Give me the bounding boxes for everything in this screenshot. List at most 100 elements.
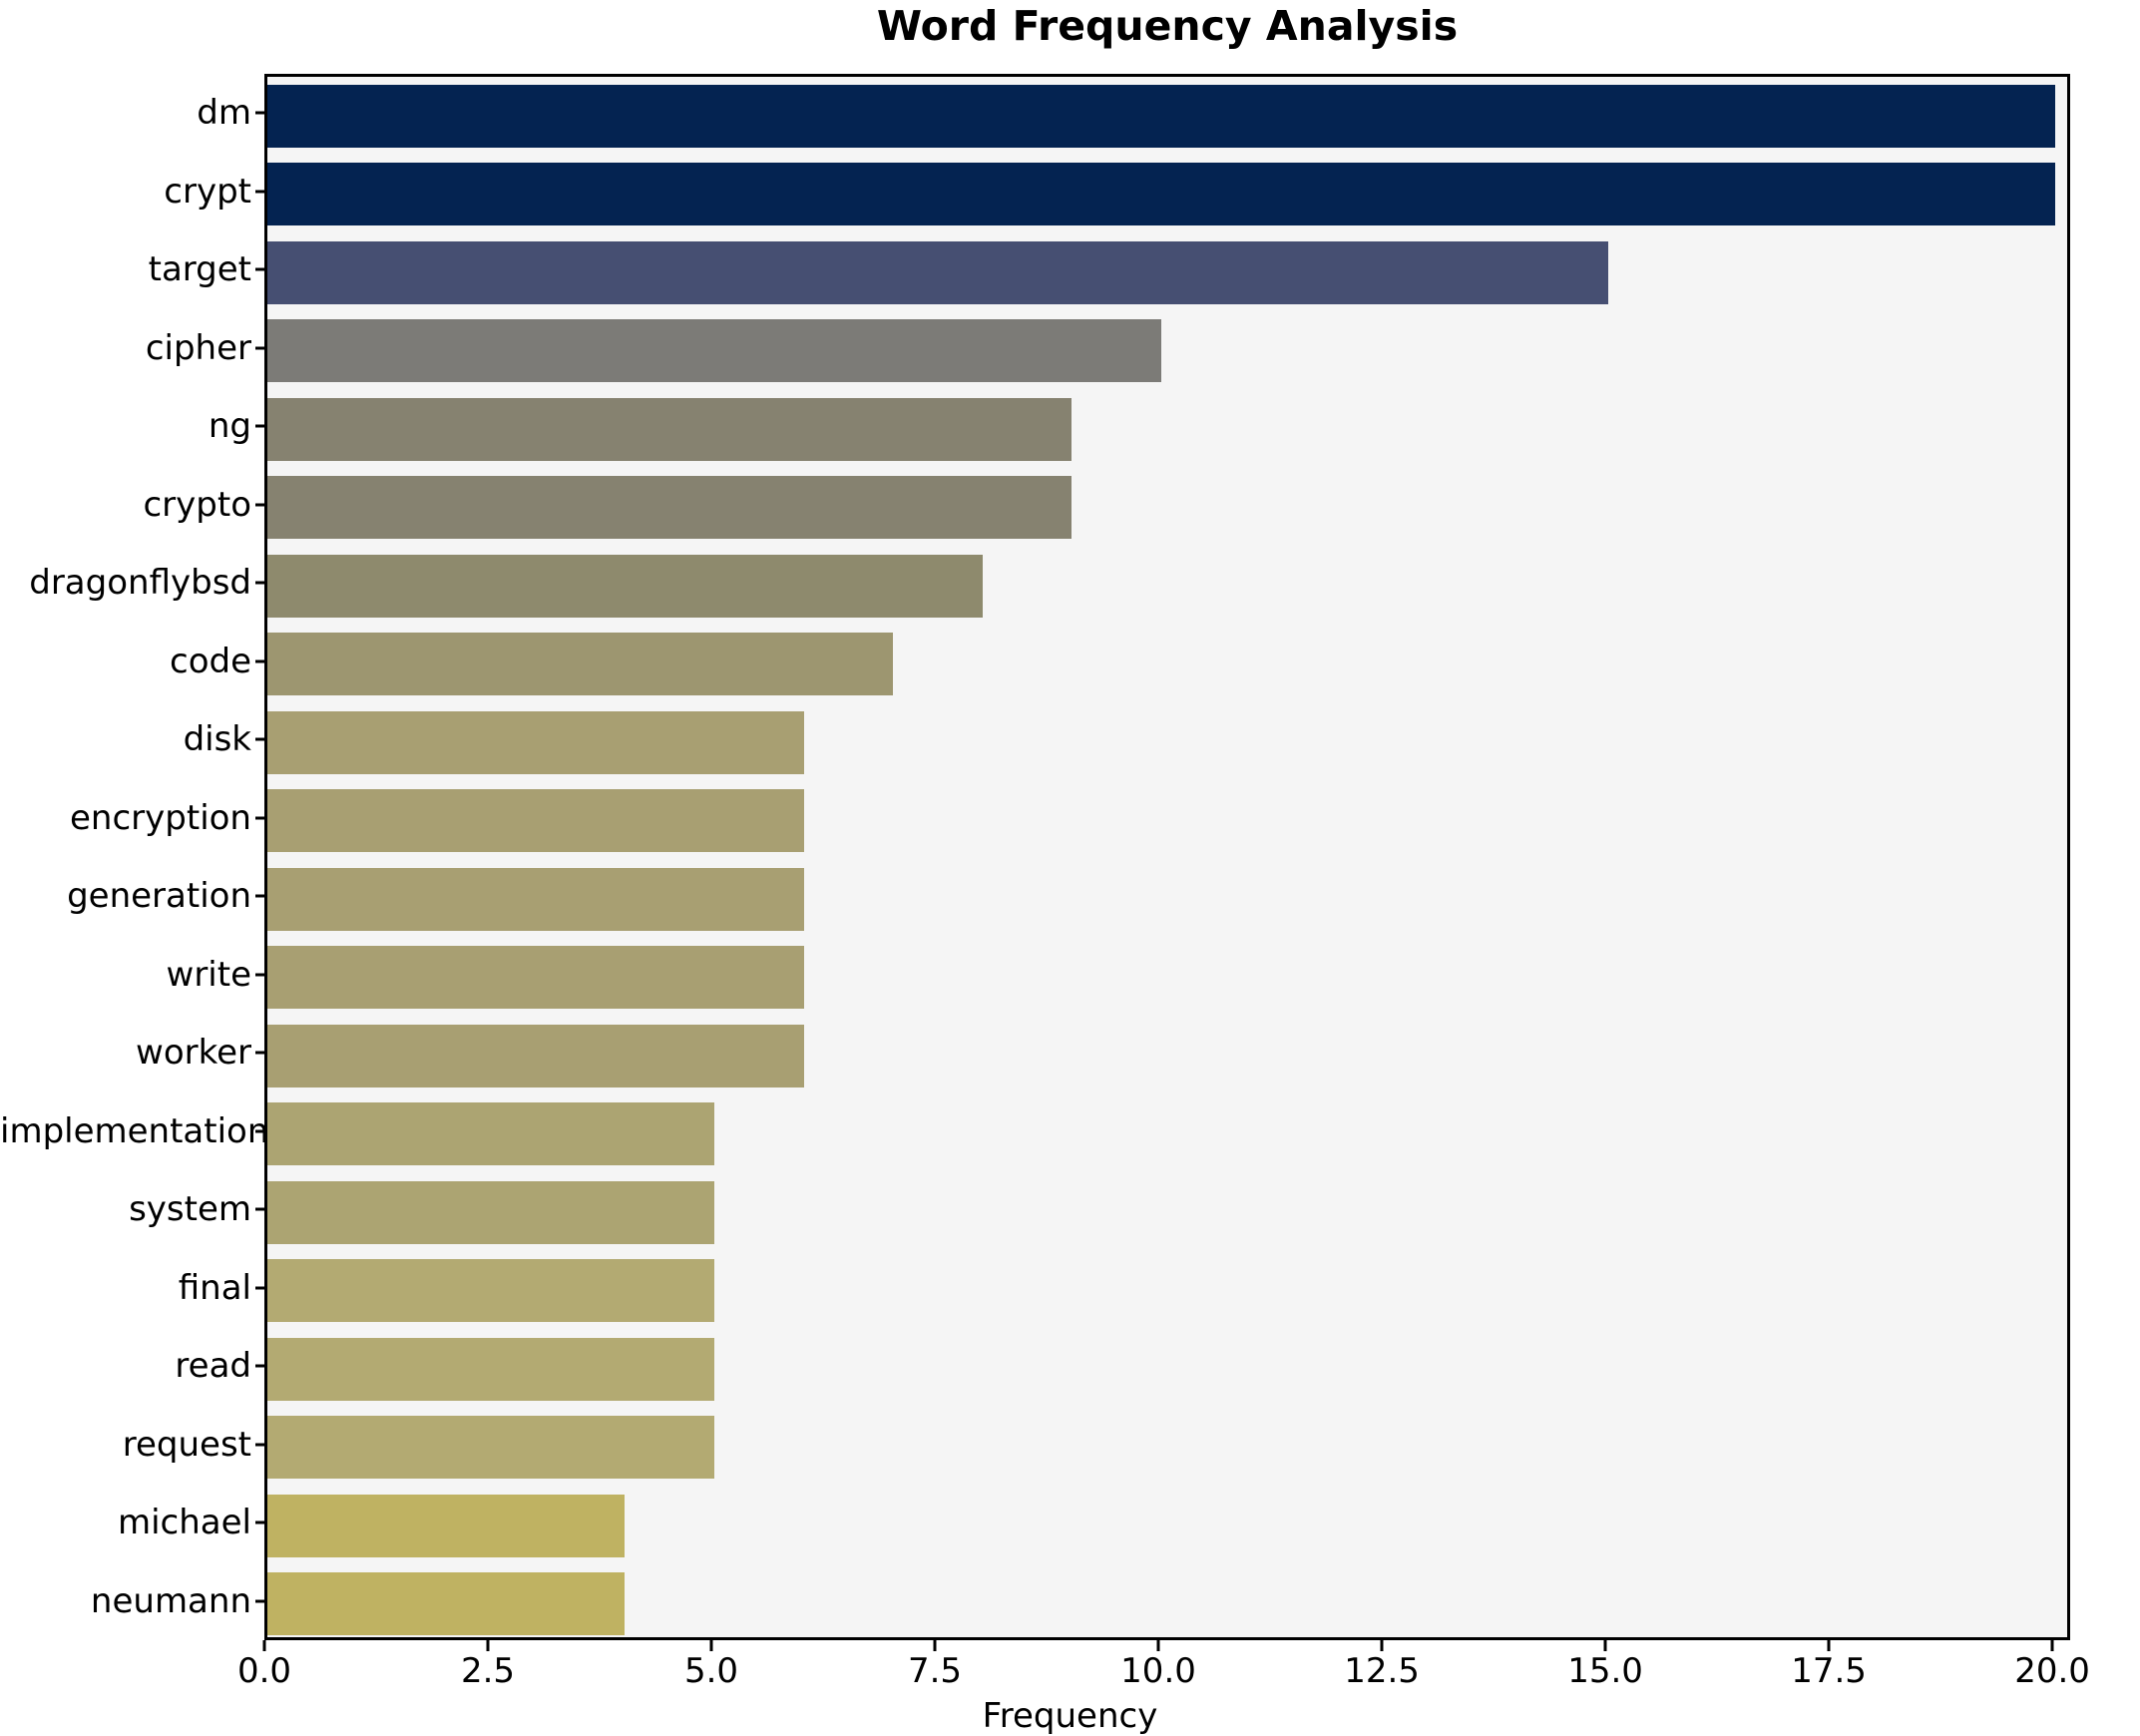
xtick-label-17.5: 17.5 <box>1791 1651 1867 1691</box>
bar-dragonflybsd <box>267 554 2067 618</box>
xtick-mark <box>933 1640 937 1651</box>
ytick-label-request: request <box>122 1424 251 1465</box>
ytick-label-target: target <box>148 249 251 290</box>
ytick-label-final: final <box>178 1267 251 1308</box>
bar-rect <box>267 710 804 774</box>
bar-neumann <box>267 1572 2067 1636</box>
bar-michael <box>267 1494 2067 1557</box>
bar-crypto <box>267 476 2067 540</box>
ytick-label-system: system <box>129 1189 251 1230</box>
bar-rect <box>267 946 804 1010</box>
bar-rect <box>267 397 1072 461</box>
bar-rect <box>267 1337 715 1401</box>
ytick-mark <box>255 503 265 507</box>
ytick-mark <box>255 894 265 898</box>
ytick-label-michael: michael <box>117 1503 251 1543</box>
xtick-label-0.0: 0.0 <box>236 1651 292 1691</box>
xtick-label-20.0: 20.0 <box>2014 1651 2090 1691</box>
bar-system <box>267 1180 2067 1244</box>
xtick-label-12.5: 12.5 <box>1344 1651 1420 1691</box>
ytick-mark <box>255 1286 265 1290</box>
ytick-label-crypto: crypto <box>143 484 251 525</box>
xtick-mark <box>1603 1640 1607 1651</box>
ytick-label-encryption: encryption <box>70 797 251 838</box>
bar-rect <box>267 163 2056 226</box>
bar-generation <box>267 867 2067 931</box>
bar-rect <box>267 789 804 853</box>
bar-rect <box>267 476 1072 540</box>
bar-dm <box>267 84 2067 148</box>
ytick-mark <box>255 737 265 741</box>
ytick-mark <box>255 659 265 663</box>
bar-encryption <box>267 789 2067 853</box>
bar-rect <box>267 1259 715 1323</box>
xtick-label-7.5: 7.5 <box>907 1651 963 1691</box>
bar-rect <box>267 240 1609 304</box>
ytick-label-ng: ng <box>208 406 251 447</box>
bar-final <box>267 1259 2067 1323</box>
ytick-mark <box>255 267 265 271</box>
ytick-mark <box>255 816 265 820</box>
xtick-mark <box>2050 1640 2054 1651</box>
bar-disk <box>267 710 2067 774</box>
ytick-mark <box>255 1051 265 1055</box>
bar-rect <box>267 84 2056 148</box>
ytick-mark <box>255 581 265 585</box>
bar-request <box>267 1416 2067 1480</box>
ytick-label-read: read <box>175 1346 251 1387</box>
bar-cipher <box>267 319 2067 383</box>
bar-rect <box>267 633 894 696</box>
bar-implementation <box>267 1102 2067 1166</box>
ytick-label-cipher: cipher <box>145 327 251 368</box>
ytick-label-generation: generation <box>67 876 251 917</box>
bar-rect <box>267 1572 626 1636</box>
bar-write <box>267 946 2067 1010</box>
bar-target <box>267 240 2067 304</box>
bar-rect <box>267 1494 626 1557</box>
xtick-mark <box>1380 1640 1384 1651</box>
xtick-label-10.0: 10.0 <box>1120 1651 1196 1691</box>
ytick-label-write: write <box>166 954 251 995</box>
bar-rect <box>267 1416 715 1480</box>
bar-rect <box>267 1024 804 1087</box>
xtick-mark <box>1827 1640 1831 1651</box>
bar-rect <box>267 867 804 931</box>
xtick-label-15.0: 15.0 <box>1567 1651 1643 1691</box>
bar-read <box>267 1337 2067 1401</box>
ytick-mark <box>255 1207 265 1211</box>
xtick-mark <box>709 1640 713 1651</box>
chart-title: Word Frequency Analysis <box>876 2 1459 50</box>
bar-ng <box>267 397 2067 461</box>
ytick-mark <box>255 190 265 194</box>
ytick-mark <box>255 424 265 428</box>
ytick-label-code: code <box>170 641 251 681</box>
bars-container <box>267 77 2067 1637</box>
ytick-mark <box>255 111 265 115</box>
x-axis-label: Frequency <box>982 1696 1158 1736</box>
ytick-mark <box>255 1599 265 1603</box>
bar-code <box>267 633 2067 696</box>
ytick-mark <box>255 1129 265 1133</box>
ytick-mark <box>255 1520 265 1524</box>
ytick-label-dm: dm <box>197 93 251 134</box>
bar-rect <box>267 554 983 618</box>
ytick-label-implementation: implementation <box>0 1110 269 1151</box>
bar-rect <box>267 1102 715 1166</box>
ytick-label-crypt: crypt <box>164 171 251 212</box>
plot-area <box>264 74 2070 1640</box>
xtick-mark <box>262 1640 266 1651</box>
bar-rect <box>267 1180 715 1244</box>
xtick-mark <box>1156 1640 1160 1651</box>
ytick-mark <box>255 1443 265 1447</box>
ytick-label-worker: worker <box>136 1033 251 1074</box>
ytick-label-dragonflybsd: dragonflybsd <box>29 563 251 604</box>
xtick-mark <box>486 1640 490 1651</box>
ytick-label-neumann: neumann <box>90 1580 251 1621</box>
bar-worker <box>267 1024 2067 1087</box>
bar-crypt <box>267 163 2067 226</box>
xtick-label-2.5: 2.5 <box>460 1651 516 1691</box>
ytick-mark <box>255 1364 265 1368</box>
bar-rect <box>267 319 1162 383</box>
xtick-label-5.0: 5.0 <box>683 1651 739 1691</box>
